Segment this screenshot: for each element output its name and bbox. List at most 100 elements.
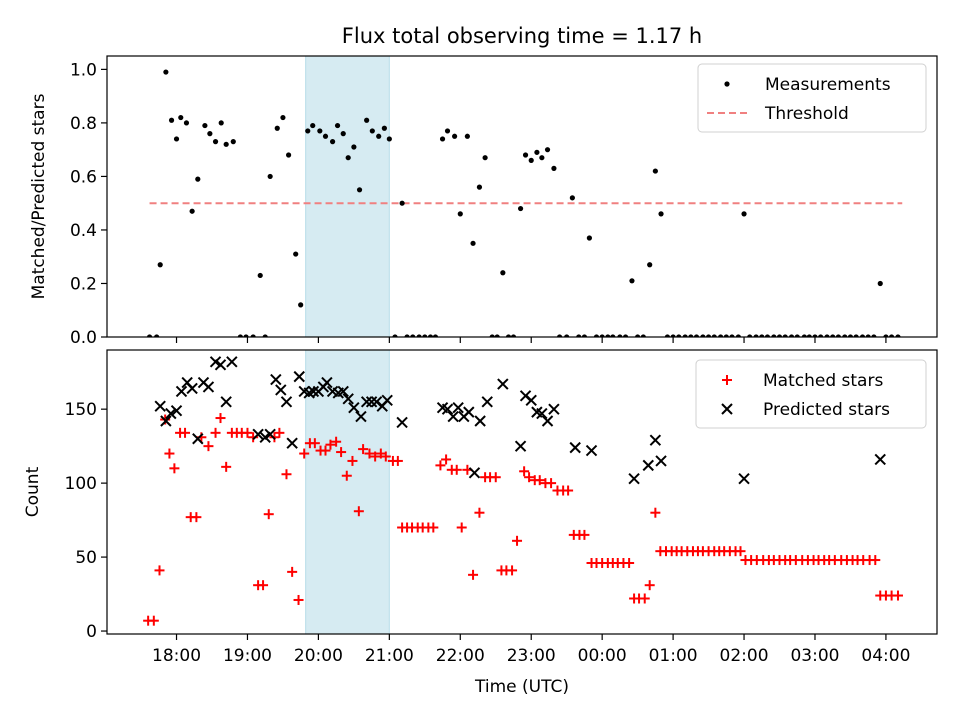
x-tick-label: 00:00 [578,646,627,666]
matched-star-point [320,445,331,456]
matched-star-point [293,594,304,605]
predicted-star-point [202,381,215,393]
measurement-point [640,334,646,337]
matched-star-point [287,566,298,577]
measurement-point [801,334,807,337]
measurement-point [895,334,901,337]
measurement-point [212,139,219,145]
predicted-star-point-b [548,403,560,415]
measurement-point [569,195,575,201]
matched-star-point [191,512,202,523]
measurement-point [439,136,446,142]
top-ytick-label: 0.6 [70,167,97,187]
measurement-point [522,152,529,158]
matched-star-point [309,438,320,449]
measurement-point [718,334,724,337]
top-x-ticks [175,337,887,343]
measurement-point [334,122,341,129]
measurement-point [470,240,476,246]
matched-star-point [474,507,485,518]
legend-marker-predicted [721,403,733,415]
measurement-point [489,334,495,337]
measurement-point [369,128,375,134]
matched-star-point [735,546,746,557]
measurement-point [617,334,623,337]
measurement-point [835,334,841,337]
matched-star-point [579,529,590,540]
legend-label-measurements: Measurements [765,75,891,95]
predicted-star-point-b [396,416,408,429]
measurement-point [274,125,280,131]
measurement-point [189,208,195,214]
measurement-point [771,334,777,337]
measurement-point [457,211,463,217]
x-tick-label: 18:00 [152,646,201,666]
measurement-point [883,334,889,337]
measurement-point [310,122,316,129]
measurement-point [286,152,292,158]
measurement-point [753,334,759,337]
top-highlight-span [305,55,390,338]
measurement-point [157,262,163,268]
bottom-legend: Matched stars Predicted stars [695,359,927,429]
predicted-star-point [264,428,276,441]
matched-star-point [519,466,530,477]
measurement-point [267,173,273,180]
measurement-point [741,211,747,217]
measurement-point [599,334,605,337]
measurement-point [386,136,392,142]
predicted-star-point [270,373,282,386]
measurement-point [629,278,635,284]
measurement-point [510,334,517,337]
predicted-star-point [642,459,654,472]
measurement-point [183,120,190,126]
matched-star-point [331,436,342,447]
predicted-star-point [293,370,305,383]
predicted-star-point [655,455,667,467]
predicted-star-point-b [365,396,378,408]
predicted-star-point-b [452,401,464,414]
measurement-point [812,334,818,337]
legend-label-predicted-stars: Predicted stars [763,400,890,420]
top-y-axis: 0.0 0.2 0.4 0.6 0.8 1.0 [70,60,107,348]
matched-star-point [428,522,439,533]
matched-star-point [644,580,655,591]
measurement-point [871,334,877,337]
bot-ytick-label: 0 [86,622,97,642]
measurement-point [888,334,895,337]
bottom-x-axis: 18:00 19:00 20:00 21:00 22:00 23:00 00:00 01:00… [152,634,910,666]
measurement-point [658,211,664,217]
predicted-star-point [160,415,172,427]
matched-star-point [456,522,467,533]
bot-ytick-label: 150 [65,400,97,420]
predicted-star-point-b [275,384,287,396]
matched-star-point [258,580,269,591]
predicted-star-point-b [381,394,393,406]
legend-marker-measurements [724,81,730,87]
measurement-point [794,334,800,337]
matched-star-point [336,447,347,458]
measurement-point [576,334,582,337]
matched-star-point [892,590,903,601]
matched-star-point [221,461,232,472]
measurement-point [764,334,771,337]
measurement-point [381,125,387,131]
measurement-point [635,334,641,337]
bot-ytick-label: 100 [65,474,97,494]
legend-label-threshold: Threshold [764,104,849,124]
top-ytick-label: 0.4 [70,221,97,241]
matched-star-point [203,441,214,452]
matched-star-point [148,615,159,626]
legend-x-glyph [721,403,733,415]
matched-star-point [180,427,191,438]
predicted-star-point [186,382,198,395]
predicted-star-point-b [519,390,532,402]
predicted-star-point-b [270,373,282,386]
predicted-star-point [525,394,537,406]
measurement-point [539,155,545,161]
matched-star-point [870,555,881,566]
predicted-star-point-b [481,396,493,408]
matched-star-point [512,535,523,546]
predicted-star-point-b [154,400,166,412]
